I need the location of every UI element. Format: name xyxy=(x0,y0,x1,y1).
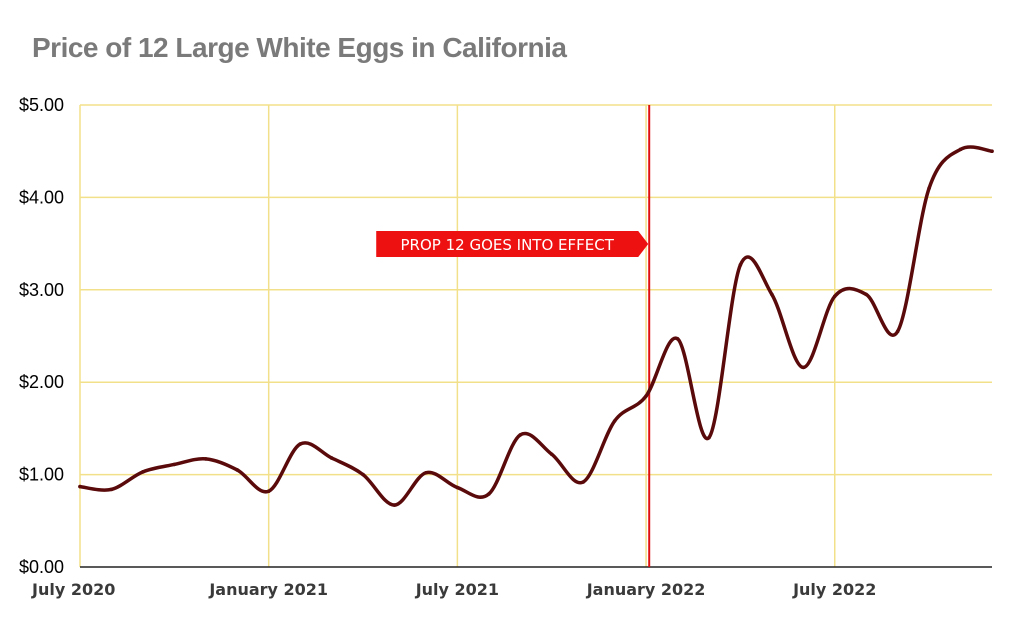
y-tick-label: $4.00 xyxy=(19,187,64,207)
x-tick-label: July 2020 xyxy=(31,580,115,599)
y-tick-label: $3.00 xyxy=(19,280,64,300)
data-point xyxy=(392,503,397,507)
chart-title: Price of 12 Large White Eggs in Californ… xyxy=(32,32,567,63)
series-line xyxy=(78,145,994,507)
data-point xyxy=(518,433,523,437)
tick-labels: $0.00 $1.00 $2.00 $3.00 $4.00 $5.00 July 2020 J… xyxy=(19,95,876,599)
data-point xyxy=(675,336,680,341)
data-point xyxy=(612,419,617,423)
data-point xyxy=(78,484,82,489)
data-point xyxy=(424,470,428,475)
data-point xyxy=(549,452,554,457)
data-point xyxy=(109,487,114,492)
y-tick-label: $0.00 xyxy=(19,557,64,577)
x-tick-label: January 2021 xyxy=(208,580,328,599)
grid xyxy=(80,104,992,567)
data-point xyxy=(455,485,460,490)
data-point xyxy=(235,468,240,472)
series-layer xyxy=(78,145,994,507)
data-point xyxy=(266,489,271,494)
y-tick-label: $5.00 xyxy=(19,95,64,115)
data-point xyxy=(801,365,806,370)
data-point xyxy=(707,435,711,440)
data-point xyxy=(329,456,334,460)
data-point xyxy=(203,457,208,461)
data-point xyxy=(864,292,869,297)
data-point xyxy=(172,462,177,467)
data-point xyxy=(298,442,302,446)
annotation-label: PROP 12 GOES INTO EFFECT xyxy=(401,236,615,254)
y-tick-label: $1.00 xyxy=(19,465,64,485)
data-point xyxy=(581,480,585,484)
data-point xyxy=(361,472,365,477)
data-point xyxy=(738,263,743,267)
annotation: PROP 12 GOES INTO EFFECT xyxy=(376,105,651,567)
data-point xyxy=(990,149,994,153)
annotation-box xyxy=(376,231,649,257)
y-tick-label: $2.00 xyxy=(19,372,64,392)
axes xyxy=(79,105,992,568)
x-tick-label: July 2022 xyxy=(792,580,876,599)
data-point xyxy=(958,147,963,152)
data-point xyxy=(895,329,900,334)
data-point xyxy=(927,186,931,190)
data-point xyxy=(141,470,145,474)
x-tick-label: January 2022 xyxy=(586,580,706,599)
data-point xyxy=(644,394,648,398)
data-point xyxy=(487,492,491,496)
data-point xyxy=(832,294,837,299)
x-tick-label: July 2021 xyxy=(415,580,499,599)
data-point xyxy=(770,292,774,297)
